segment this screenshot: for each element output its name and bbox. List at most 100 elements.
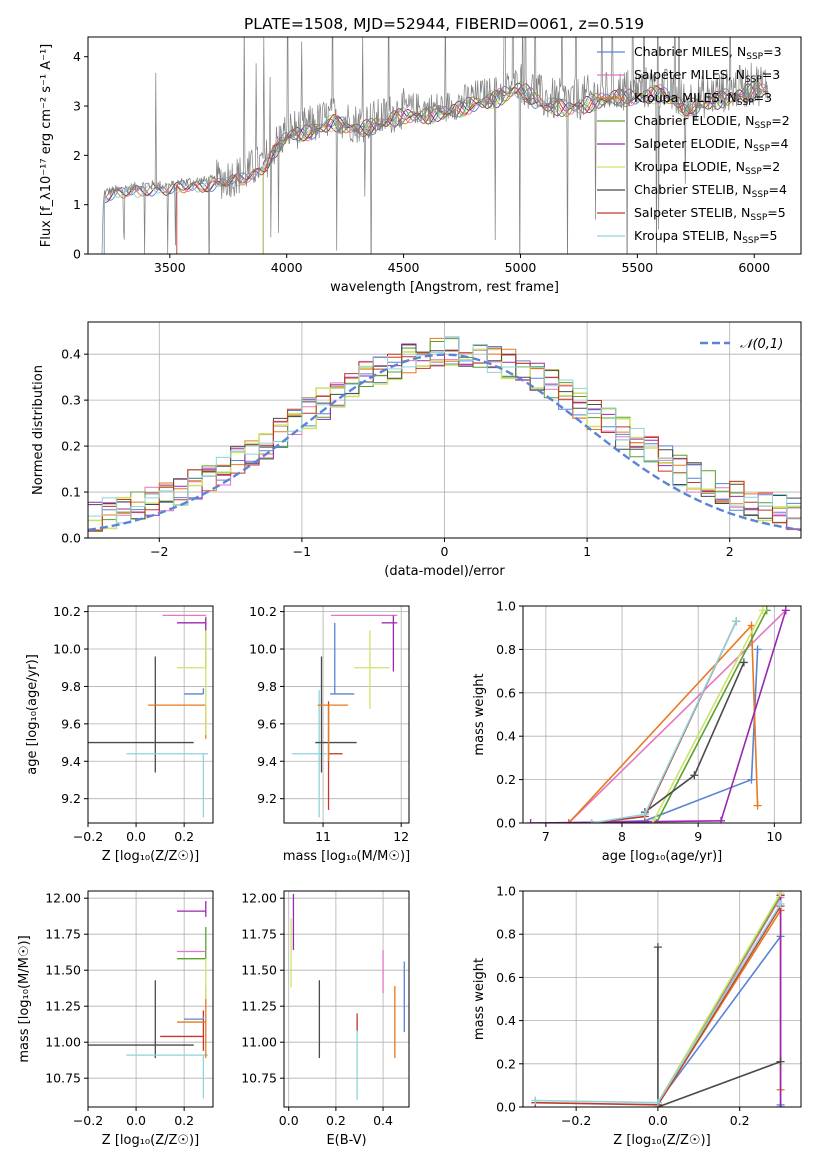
series-marker — [776, 899, 785, 908]
x-tick-label: 0.2 — [730, 1113, 750, 1128]
panel-residuals: −2 −1 0 1 2 0.0 0.1 0.2 0.3 0.4 (data-model)/error… — [31, 321, 802, 579]
x-tick-label: 4500 — [388, 260, 420, 275]
y-tick-label: 2 — [73, 148, 81, 163]
legend-subscript: SSP — [746, 52, 763, 62]
legend-count: =3 — [754, 90, 772, 105]
model-spectrum-line — [176, 85, 768, 254]
series-marker — [758, 606, 767, 615]
x-tick-label: 9 — [694, 829, 702, 844]
series-marker — [717, 816, 726, 823]
x-tick-label: 0.2 — [174, 829, 194, 844]
axes-frame — [283, 890, 410, 1108]
x-axis-label: wavelength [Angstrom, rest frame] — [330, 280, 559, 295]
x-tick-label: 11 — [315, 829, 331, 844]
series-marker — [753, 645, 762, 654]
x-axis-label: Z [log₁₀(Z/Z☉)] — [102, 849, 199, 864]
y-tick-label: 11.50 — [45, 963, 81, 978]
x-tick-label: 1 — [583, 544, 591, 559]
y-tick-label: 11.25 — [241, 999, 277, 1014]
series-marker — [648, 819, 657, 823]
plot-area — [88, 336, 801, 532]
legend-count: =4 — [769, 182, 787, 197]
series-line — [655, 609, 768, 823]
series-marker — [652, 819, 661, 823]
panel-age-vs-mass: 11 12 9.2 9.4 9.6 9.8 10.0 10.2 mass [log₁₀(M/M☉… — [249, 604, 410, 864]
y-tick-label: 10.0 — [249, 642, 277, 657]
x-tick-label: −2 — [150, 544, 168, 559]
y-tick-label: 3 — [73, 99, 81, 114]
y-tick-label: 0 — [73, 247, 81, 262]
y-tick-label: 0.0 — [61, 531, 81, 546]
y-tick-label: 0.6 — [496, 970, 516, 985]
y-tick-label: 0.6 — [496, 685, 516, 700]
y-tick-label: 10.2 — [53, 604, 81, 619]
plot-area — [290, 893, 405, 1100]
y-tick-label: 1.0 — [496, 599, 516, 614]
x-tick-label: 3500 — [154, 260, 186, 275]
x-axis-label: mass [log₁₀(M/M☉)] — [283, 849, 410, 864]
series-marker — [781, 606, 790, 615]
series-line — [591, 620, 738, 823]
axes-frame — [283, 605, 410, 824]
y-tick-label: 12.00 — [45, 891, 81, 906]
x-tick-label: 0.0 — [126, 829, 146, 844]
y-axis-label: Flux [f_λ10⁻¹⁷ erg cm⁻² s⁻¹ A⁻¹] — [39, 44, 54, 248]
legend-label: Salpeter MILES, NSSP=3 — [634, 67, 780, 85]
y-tick-label: 0.2 — [61, 439, 81, 454]
panel-mass-vs-ebv: 0.0 0.2 0.4 10.75 11.00 11.25 11.50 11.75 12.00 E… — [241, 890, 410, 1148]
y-tick-label: 0.1 — [61, 485, 81, 500]
x-tick-label: −1 — [293, 544, 311, 559]
x-axis-label: (data-model)/error — [384, 564, 505, 579]
series-marker — [564, 819, 573, 823]
series-marker — [653, 1098, 662, 1107]
x-tick-label: 4000 — [271, 260, 303, 275]
legend-label: Chabrier ELODIE, NSSP=2 — [634, 113, 790, 131]
y-tick-label: 9.2 — [61, 791, 81, 806]
y-tick-label: 11.00 — [241, 1035, 277, 1050]
series-marker — [753, 801, 762, 810]
series-marker — [776, 1057, 785, 1066]
histogram-step — [88, 336, 801, 524]
legend-count: =5 — [759, 228, 777, 243]
panel-massweight-vs-Z: −0.2 0.0 0.2 0.0 0.2 0.4 0.6 0.8 1.0 Z [log₁₀(Z/Z… — [472, 884, 802, 1148]
x-tick-label: 0.0 — [648, 1113, 668, 1128]
series-line — [657, 947, 781, 1107]
series-marker — [776, 891, 785, 898]
y-tick-label: 11.00 — [45, 1035, 81, 1050]
panel-massweight-vs-age: 7 8 9 10 0.0 0.2 0.4 0.6 0.8 1.0 age [log₁₀(age/yr… — [472, 599, 802, 864]
y-axis-label: age [log₁₀(age/yr)] — [25, 654, 40, 775]
legend-subscript: SSP — [745, 75, 762, 85]
y-tick-label: 9.8 — [61, 679, 81, 694]
legend-count: =4 — [770, 136, 788, 151]
series-marker — [739, 658, 748, 667]
y-tick-label: 9.4 — [61, 754, 81, 769]
legend-subscript: SSP — [745, 167, 762, 177]
plot-area — [531, 891, 785, 1107]
x-tick-label: 0.2 — [326, 1113, 346, 1128]
legend-label: Salpeter ELODIE, NSSP=4 — [634, 136, 789, 154]
series-line — [644, 662, 745, 813]
y-tick-label: 9.8 — [257, 679, 277, 694]
x-tick-label: 8 — [618, 829, 626, 844]
normal-curve — [88, 353, 801, 532]
y-axis-label: mass weight — [472, 673, 487, 755]
legend-count: =2 — [762, 159, 780, 174]
x-tick-label: 0.4 — [373, 1113, 393, 1128]
plot-area — [88, 614, 209, 818]
legend-subscript: SSP — [754, 121, 771, 131]
y-tick-label: 1 — [73, 197, 81, 212]
y-tick-label: 9.6 — [257, 716, 277, 731]
legend: Chabrier MILES, NSSP=3 Salpeter MILES, NS… — [597, 44, 790, 246]
series-marker — [526, 819, 535, 823]
legend-subscript: SSP — [753, 144, 770, 154]
y-tick-label: 0.4 — [61, 347, 81, 362]
axes-frame — [87, 36, 802, 255]
x-tick-label: 5000 — [505, 260, 537, 275]
y-tick-label: 10.75 — [241, 1071, 277, 1086]
y-axis-label: Normed distribution — [31, 365, 46, 495]
x-tick-label: 7 — [542, 829, 550, 844]
y-tick-label: 9.2 — [257, 791, 277, 806]
series-marker — [690, 771, 699, 780]
plot-area — [88, 901, 209, 1099]
